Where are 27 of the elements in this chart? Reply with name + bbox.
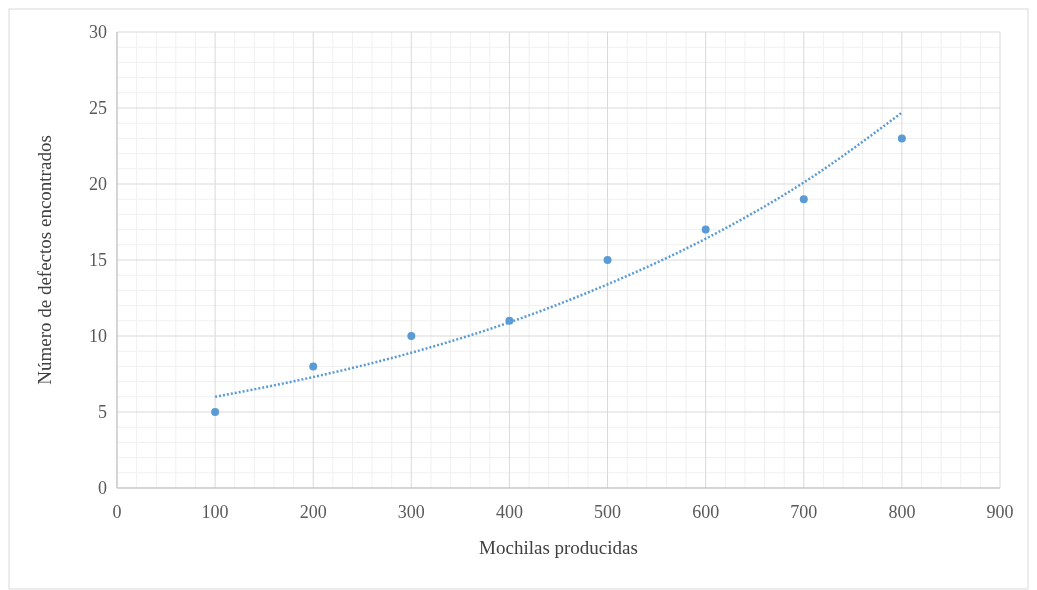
x-axis-title: Mochilas producidas (479, 537, 638, 558)
x-tick-label: 400 (495, 502, 523, 522)
y-tick-label: 5 (98, 402, 107, 423)
point (799, 195, 808, 204)
x-tick-label: 200 (299, 502, 327, 522)
x-tick-label: 700 (790, 502, 818, 522)
y-tick-label: 0 (98, 478, 107, 499)
x-tick-label: 0 (112, 502, 122, 522)
point (407, 332, 416, 340)
x-tick-label: 900 (986, 502, 1014, 522)
y-tick-label: 25 (89, 98, 107, 119)
point (701, 225, 710, 234)
line-series (213, 111, 904, 399)
y-tick-label: 20 (89, 174, 107, 195)
x-tick-label: 100 (201, 502, 229, 522)
y-tick-label: 10 (89, 326, 107, 347)
x-tick-label: 500 (594, 502, 622, 522)
y-tick-label: 15 (89, 250, 107, 271)
y-tick-label: 30 (89, 22, 107, 43)
x-tick-label: 300 (397, 502, 425, 522)
point (309, 362, 318, 371)
point (603, 256, 612, 264)
point (211, 408, 220, 416)
y-axis-title: Número de defectos encontrados (34, 135, 55, 385)
x-tick-label: 600 (692, 502, 720, 522)
x-tick-label: 800 (888, 502, 916, 522)
point (897, 134, 906, 143)
